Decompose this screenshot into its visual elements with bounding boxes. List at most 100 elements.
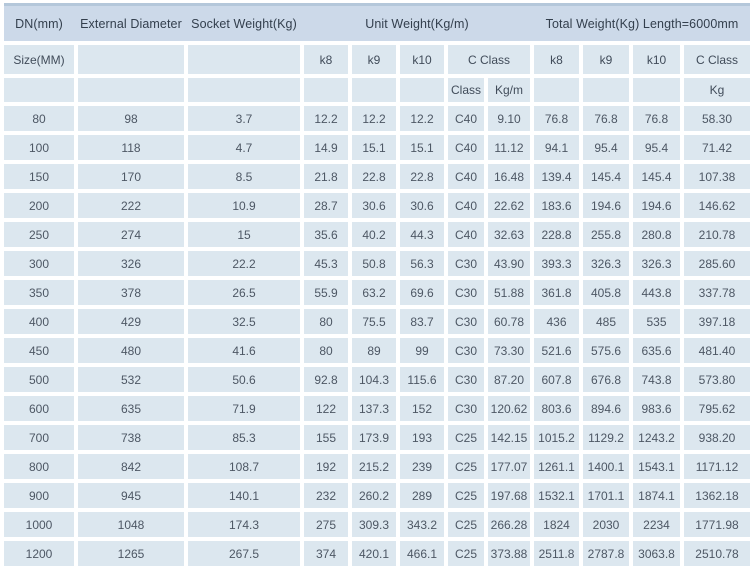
cell-unit-k9: 75.5 [352, 309, 396, 334]
cell-class: C40 [448, 164, 484, 189]
cell-class: C25 [448, 425, 484, 450]
subheader-spacer [4, 78, 74, 102]
subheader-size: Size(MM) [4, 45, 74, 74]
cell-unit-k10: 466.1 [400, 541, 444, 566]
cell-unit-k9: 63.2 [352, 280, 396, 305]
subheader-spacer [633, 78, 680, 102]
cell-kg-per-m: 73.30 [488, 338, 530, 363]
cell-unit-k9: 260.2 [352, 483, 396, 508]
cell-unit-k10: 193 [400, 425, 444, 450]
cell-kg-per-m: 142.15 [488, 425, 530, 450]
cell-unit-k9: 104.3 [352, 367, 396, 392]
cell-external-diameter: 738 [78, 425, 184, 450]
cell-unit-k8: 192 [304, 454, 348, 479]
cell-dn: 300 [4, 251, 74, 276]
cell-unit-k10: 289 [400, 483, 444, 508]
cell-socket-weight: 108.7 [188, 454, 300, 479]
cell-total-k9: 894.6 [583, 396, 629, 421]
cell-total-k10: 145.4 [633, 164, 680, 189]
cell-total-k9: 575.6 [583, 338, 629, 363]
subheader-unit-k9: k9 [352, 45, 396, 74]
cell-unit-k10: 15.1 [400, 135, 444, 160]
cell-total-k8: 361.8 [534, 280, 579, 305]
cell-external-diameter: 98 [78, 106, 184, 131]
cell-dn: 1000 [4, 512, 74, 537]
cell-class: C25 [448, 512, 484, 537]
cell-socket-weight: 22.2 [188, 251, 300, 276]
header-unit-weight: Unit Weight(Kg/m) [365, 16, 469, 31]
cell-unit-k10: 12.2 [400, 106, 444, 131]
cell-unit-k8: 21.8 [304, 164, 348, 189]
cell-unit-k9: 50.8 [352, 251, 396, 276]
cell-total-k8: 2511.8 [534, 541, 579, 566]
subheader-unit-k8: k8 [304, 45, 348, 74]
subheader-total-k9: k9 [583, 45, 629, 74]
cell-unit-k9: 420.1 [352, 541, 396, 566]
cell-socket-weight: 3.7 [188, 106, 300, 131]
cell-dn: 200 [4, 193, 74, 218]
cell-unit-k9: 309.3 [352, 512, 396, 537]
cell-total-k10: 3063.8 [633, 541, 680, 566]
cell-external-diameter: 532 [78, 367, 184, 392]
cell-kg-per-m: 87.20 [488, 367, 530, 392]
cell-class: C30 [448, 309, 484, 334]
cell-total-kg: 71.42 [684, 135, 750, 160]
cell-external-diameter: 429 [78, 309, 184, 334]
cell-total-k10: 76.8 [633, 106, 680, 131]
cell-total-k9: 1701.1 [583, 483, 629, 508]
cell-unit-k8: 374 [304, 541, 348, 566]
cell-class: C30 [448, 396, 484, 421]
cell-unit-k10: 152 [400, 396, 444, 421]
cell-unit-k10: 115.6 [400, 367, 444, 392]
cell-total-k10: 743.8 [633, 367, 680, 392]
cell-kg-per-m: 16.48 [488, 164, 530, 189]
cell-unit-k10: 99 [400, 338, 444, 363]
cell-unit-k8: 55.9 [304, 280, 348, 305]
cell-total-k8: 183.6 [534, 193, 579, 218]
cell-total-k10: 95.4 [633, 135, 680, 160]
cell-dn: 80 [4, 106, 74, 131]
cell-class: C25 [448, 541, 484, 566]
subheader-total-c-class-kg: Kg [684, 78, 750, 102]
cell-total-k8: 1261.1 [534, 454, 579, 479]
cell-dn: 400 [4, 309, 74, 334]
subheader-spacer [304, 78, 348, 102]
cell-total-k10: 1243.2 [633, 425, 680, 450]
cell-socket-weight: 140.1 [188, 483, 300, 508]
cell-unit-k9: 15.1 [352, 135, 396, 160]
cell-total-k8: 94.1 [534, 135, 579, 160]
cell-kg-per-m: 120.62 [488, 396, 530, 421]
cell-total-k9: 676.8 [583, 367, 629, 392]
subheader-c-class-class: Class [448, 78, 484, 102]
cell-unit-k10: 239 [400, 454, 444, 479]
cell-kg-per-m: 197.68 [488, 483, 530, 508]
cell-unit-k8: 122 [304, 396, 348, 421]
cell-total-k10: 2234 [633, 512, 680, 537]
cell-socket-weight: 71.9 [188, 396, 300, 421]
cell-kg-per-m: 32.63 [488, 222, 530, 247]
cell-unit-k8: 12.2 [304, 106, 348, 131]
cell-unit-k9: 22.8 [352, 164, 396, 189]
cell-external-diameter: 842 [78, 454, 184, 479]
table-body: Size(MM) k8 k9 k10 C Class k8 k9 k10 C C… [4, 45, 750, 566]
subheader-c-class-kg-m: Kg/m [488, 78, 530, 102]
cell-unit-k9: 89 [352, 338, 396, 363]
header-socket-weight: Socket Weight(Kg) [191, 16, 297, 31]
cell-external-diameter: 378 [78, 280, 184, 305]
cell-total-k9: 2787.8 [583, 541, 629, 566]
cell-total-k10: 535 [633, 309, 680, 334]
cell-kg-per-m: 9.10 [488, 106, 530, 131]
cell-total-k10: 280.8 [633, 222, 680, 247]
cell-total-k9: 2030 [583, 512, 629, 537]
cell-total-kg: 210.78 [684, 222, 750, 247]
cell-total-kg: 481.40 [684, 338, 750, 363]
cell-dn: 900 [4, 483, 74, 508]
header-total-weight: Total Weight(Kg) Length=6000mm [545, 16, 739, 31]
cell-total-k8: 436 [534, 309, 579, 334]
cell-total-kg: 1362.18 [684, 483, 750, 508]
cell-socket-weight: 4.7 [188, 135, 300, 160]
cell-kg-per-m: 177.07 [488, 454, 530, 479]
cell-total-k9: 485 [583, 309, 629, 334]
cell-total-kg: 573.80 [684, 367, 750, 392]
cell-total-k9: 76.8 [583, 106, 629, 131]
